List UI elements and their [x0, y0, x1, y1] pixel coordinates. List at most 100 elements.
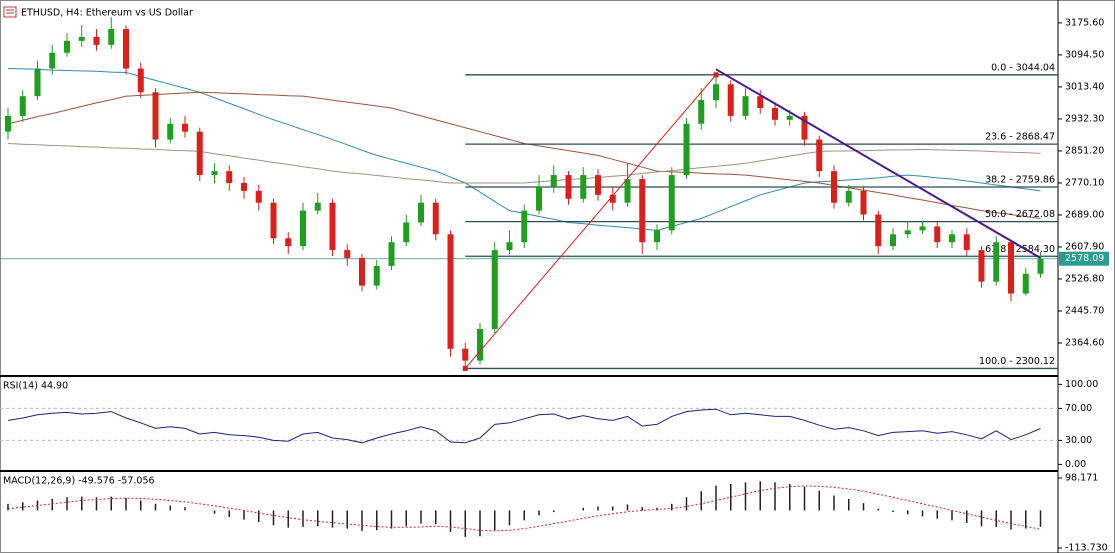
candle-body [137, 68, 144, 93]
y-tick-label: -113.730 [1065, 543, 1108, 553]
candle-body [344, 250, 351, 258]
y-tick-label: 2770.10 [1065, 177, 1104, 188]
candle-body [580, 175, 587, 199]
candle-body [462, 348, 469, 361]
candle-body [314, 202, 321, 211]
candle-body [78, 36, 85, 41]
candle-body [816, 139, 823, 172]
candle-body [919, 226, 926, 231]
candle-body [491, 250, 498, 330]
candle-body [890, 234, 896, 247]
y-tick-label: 3094.50 [1065, 49, 1104, 60]
y-tick-label: 70.00 [1065, 403, 1092, 414]
moving-average [7, 143, 1041, 184]
candle-body [742, 96, 749, 116]
y-tick-label: 2851.20 [1065, 145, 1104, 156]
y-tick-label: 98.171 [1065, 473, 1098, 484]
y-tick-label: 2689.00 [1065, 209, 1104, 220]
candle-body [875, 214, 882, 247]
rsi-title: RSI(14) 44.90 [3, 381, 68, 392]
candle-body [152, 92, 159, 140]
y-tick-label: 2607.90 [1065, 241, 1104, 252]
candle-body [477, 329, 483, 361]
y-tick-label: 2445.70 [1065, 305, 1104, 316]
candle-body [521, 210, 528, 243]
y-tick-label: 2364.60 [1065, 337, 1104, 348]
candle-body [536, 186, 542, 211]
candle-body [19, 96, 26, 116]
candle-body [270, 202, 277, 239]
last-price-box [1059, 251, 1109, 266]
candle-body [196, 131, 203, 176]
candle-body [565, 175, 572, 199]
candle-body [241, 182, 247, 191]
fib-label: 23.6 - 2868.47 [985, 132, 1055, 143]
candle-body [49, 52, 56, 69]
trendline-anchor [462, 365, 468, 371]
signal-line [7, 485, 1041, 532]
trendline [464, 74, 717, 369]
rsi-line [7, 408, 1041, 444]
candle-body [934, 226, 941, 243]
fib-label: 50.0 - 2672.08 [985, 209, 1055, 220]
candle-body [1022, 273, 1029, 294]
candle-body [963, 234, 970, 251]
candle-body [831, 171, 837, 203]
candle-body [683, 123, 690, 176]
candle-body [654, 230, 660, 243]
candle-body [432, 202, 439, 235]
candle-body [5, 115, 11, 132]
y-tick-label: 0.00 [1065, 459, 1086, 470]
trendline [715, 68, 1042, 259]
candle-body [123, 29, 129, 69]
fib-label: 38.2 - 2759.86 [985, 174, 1055, 185]
candle-body [255, 190, 262, 203]
y-tick-label: 2526.80 [1065, 273, 1104, 284]
candle-body [93, 36, 100, 45]
candle-body [713, 84, 719, 101]
trendline-anchor [713, 72, 719, 78]
fib-label: 0.0 - 3044.04 [991, 62, 1055, 73]
candle-body [34, 68, 41, 97]
candle-body [949, 234, 955, 243]
candle-body [300, 210, 306, 247]
y-tick-label: 3175.60 [1065, 17, 1104, 28]
chart-title: ETHUSD, H4: Ethereum vs US Dollar [21, 8, 193, 19]
candle-body [668, 175, 675, 231]
candle-body [978, 250, 985, 282]
candle-body [904, 230, 911, 235]
candle-body [845, 190, 852, 203]
candle-body [506, 242, 513, 251]
candle-body [211, 171, 218, 176]
candle-body [182, 123, 188, 132]
candle-body [373, 265, 380, 286]
candle-body [64, 40, 70, 53]
fib-label: 100.0 - 2300.12 [979, 356, 1055, 367]
candle-body [786, 115, 793, 120]
y-tick-label: 100.00 [1065, 379, 1098, 390]
candle-body [359, 257, 365, 286]
candle-body [1037, 258, 1044, 274]
y-tick-label: 30.00 [1065, 435, 1092, 446]
candle-body [388, 242, 395, 266]
candle-body [801, 115, 808, 140]
candle-body [698, 100, 705, 124]
candle-body [285, 238, 292, 247]
candle-body [727, 84, 734, 116]
candle-body [167, 123, 174, 140]
candle-body [624, 179, 631, 203]
candle-body [108, 29, 115, 45]
candle-body [609, 194, 616, 203]
candle-body [639, 179, 646, 243]
candle-body [772, 107, 778, 120]
candle-body [329, 202, 336, 251]
fib-label: 61.8 - 2584.30 [985, 244, 1055, 255]
last-price-label: 2578.09 [1065, 253, 1104, 264]
symbol-icon [3, 6, 17, 18]
y-tick-label: 2932.30 [1065, 113, 1104, 124]
candle-body [595, 175, 601, 195]
y-tick-label: 3013.40 [1065, 81, 1104, 92]
macd-title: MACD(12,26,9) -49.576 -57.056 [3, 476, 155, 487]
candle-body [757, 96, 764, 108]
